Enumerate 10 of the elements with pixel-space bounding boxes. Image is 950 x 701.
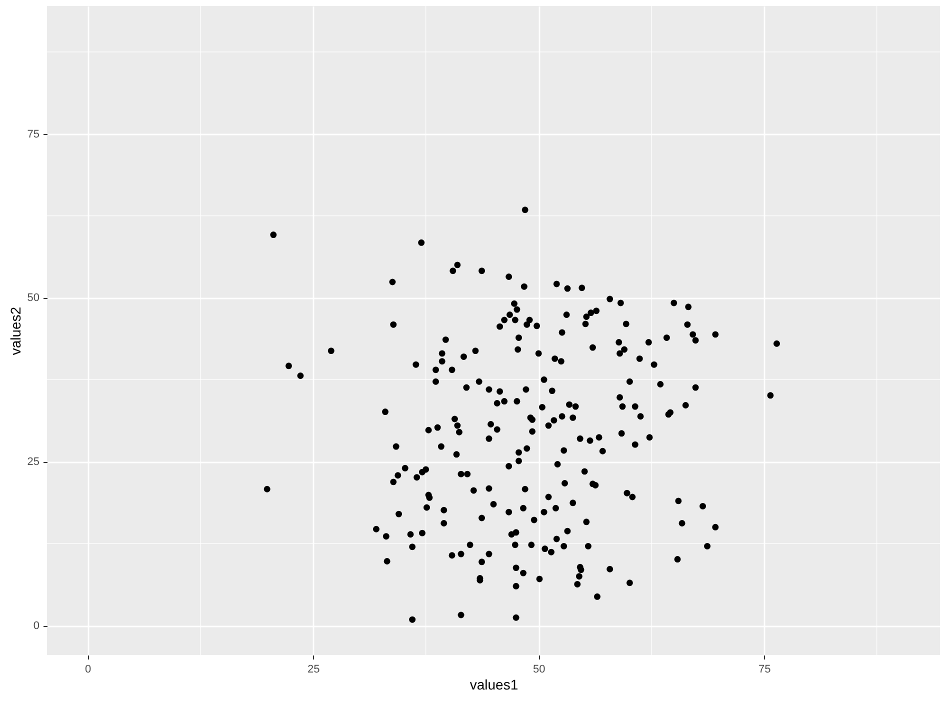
y-tick-label: 75: [27, 128, 40, 140]
x-tick-label: 0: [85, 664, 92, 676]
y-tick-label: 50: [27, 292, 40, 304]
x-axis-title: values1: [470, 676, 518, 692]
x-tick-label: 50: [532, 664, 546, 676]
y-tick-label: 25: [27, 456, 40, 468]
x-tick-label: 25: [307, 664, 320, 676]
y-tick-label: 0: [33, 620, 40, 632]
y-axis-title: values2: [7, 306, 24, 356]
x-tick-label: 75: [758, 664, 771, 676]
